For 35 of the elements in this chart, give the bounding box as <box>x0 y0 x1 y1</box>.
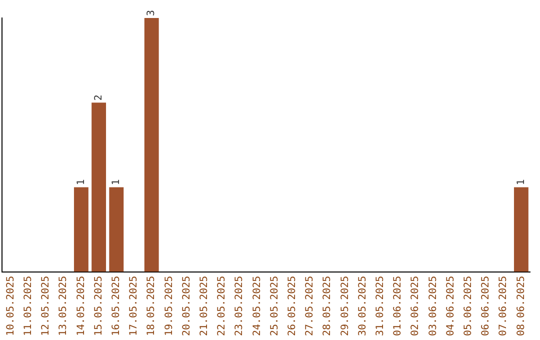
x-tick-label: 20.05.2025 <box>181 276 192 336</box>
x-tick-label: 19.05.2025 <box>164 276 175 336</box>
x-tick-label: 30.05.2025 <box>357 276 368 336</box>
x-tick-label: 29.05.2025 <box>340 276 351 336</box>
x-tick-label: 16.05.2025 <box>110 276 122 336</box>
x-tick-label: 25.05.2025 <box>269 276 280 336</box>
x-tick-label: 26.05.2025 <box>286 276 298 336</box>
x-tick-label: 18.05.2025 <box>146 276 158 336</box>
x-tick-label: 23.05.2025 <box>234 276 246 336</box>
x-tick-label: 24.05.2025 <box>252 276 263 336</box>
data-label: 1 <box>110 179 122 186</box>
x-tick-label: 07.06.2025 <box>498 276 510 336</box>
data-label: 2 <box>93 94 104 101</box>
x-tick-label: 02.06.2025 <box>410 276 422 336</box>
x-tick-label: 22.05.2025 <box>216 276 228 336</box>
x-tick-label: 03.06.2025 <box>428 276 439 336</box>
x-tick-label: 12.05.2025 <box>40 276 52 336</box>
x-tick-label: 15.05.2025 <box>93 276 104 336</box>
x-tick-label: 11.05.2025 <box>22 276 34 336</box>
data-label: 1 <box>516 179 527 186</box>
x-tick-label: 01.06.2025 <box>392 276 404 336</box>
data-label: 3 <box>146 10 158 16</box>
x-tick-label: 14.05.2025 <box>76 276 87 336</box>
x-tick-label: 10.05.2025 <box>5 276 16 336</box>
x-tick-label: 21.05.2025 <box>198 276 210 336</box>
x-tick-label: 04.06.2025 <box>445 276 456 336</box>
x-tick-label: 06.06.2025 <box>480 276 492 336</box>
x-tick-label: 05.06.2025 <box>462 276 474 336</box>
x-tick-label: 08.06.2025 <box>516 276 527 336</box>
x-tick-label: 28.05.2025 <box>322 276 334 336</box>
x-tick-label: 13.05.2025 <box>58 276 70 336</box>
x-tick-label: 27.05.2025 <box>304 276 316 336</box>
data-label: 1 <box>76 179 87 186</box>
x-tick-label: 17.05.2025 <box>128 276 140 336</box>
x-tick-label: 31.05.2025 <box>374 276 386 336</box>
